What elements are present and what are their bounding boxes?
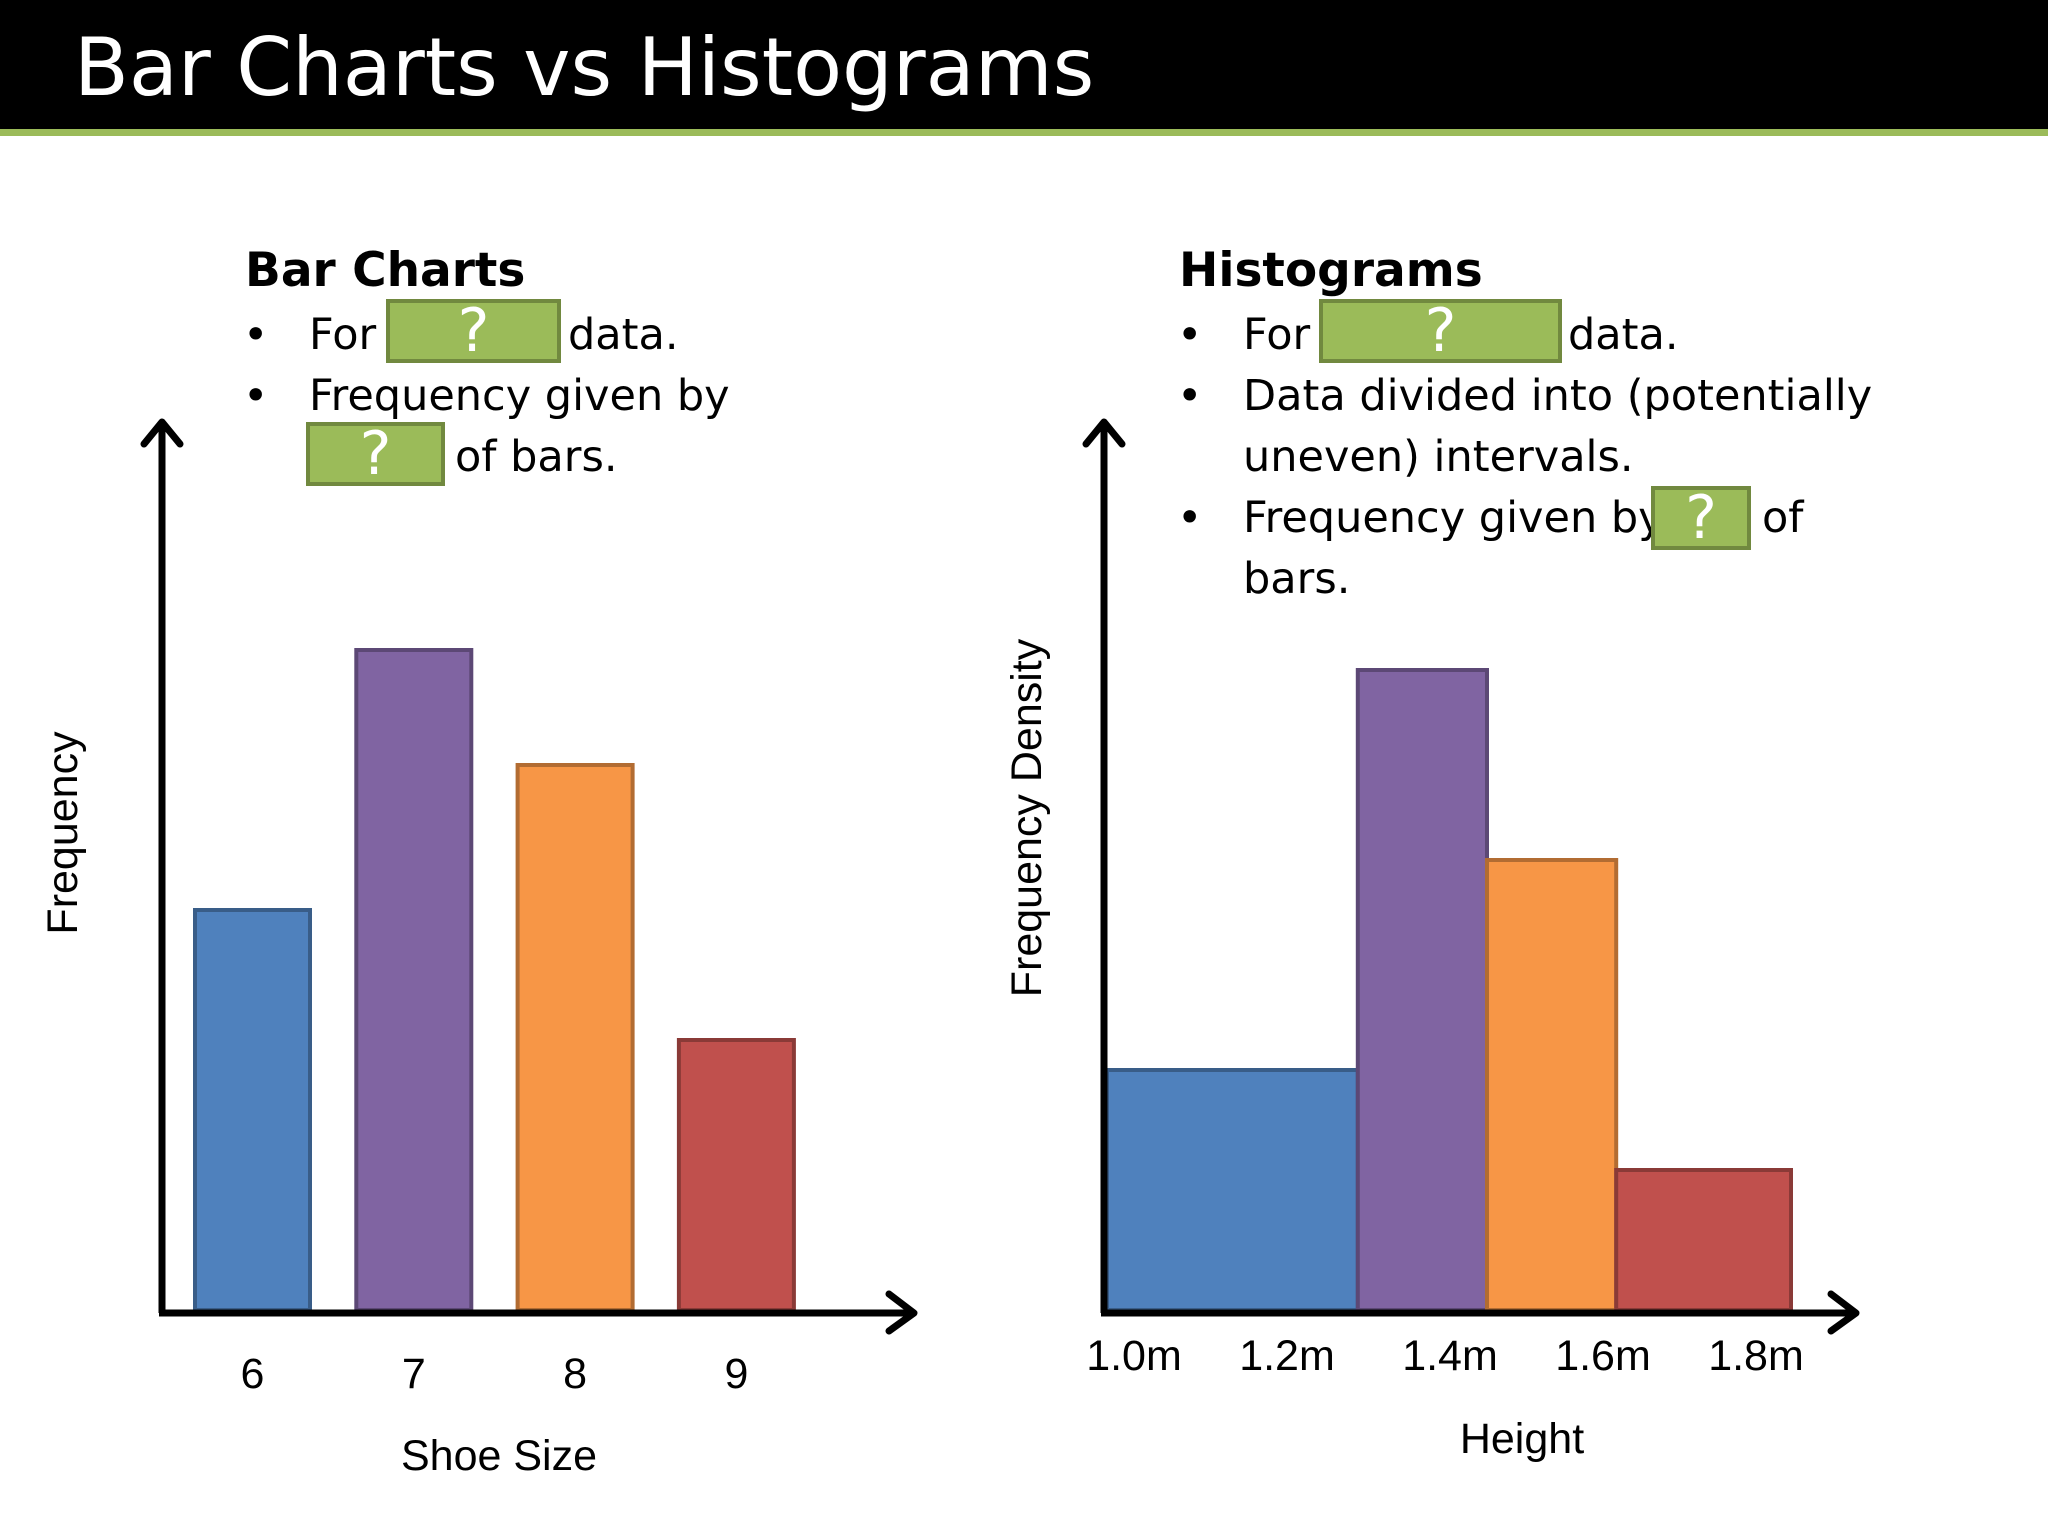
x-tick-label: 1.0m (1086, 1332, 1182, 1380)
x-axis-arrowhead (1827, 1290, 1860, 1335)
x-axis-arrowhead (885, 1290, 918, 1335)
title-bar: Bar Charts vs Histograms (0, 0, 2048, 129)
x-tick-label: 1.4m (1402, 1332, 1498, 1380)
hist-bullet3-prefix: Frequency given by (1243, 493, 1664, 543)
histogram-bar (1105, 1068, 1360, 1312)
bar-charts-heading: Bar Charts (245, 243, 526, 298)
x-tick-label: 7 (402, 1350, 426, 1398)
histogram-bar (1485, 858, 1619, 1312)
x-axis-label: Shoe Size (401, 1432, 597, 1480)
y-axis-label: Frequency (39, 731, 87, 935)
bullet-dot: • (243, 371, 269, 421)
y-axis-label: Frequency Density (1003, 638, 1051, 997)
histograms-heading: Histograms (1179, 243, 1483, 298)
hist-frequency-placeholder[interactable]: ? (1651, 486, 1751, 550)
hist-bullet2-line1: Data divided into (potentially (1243, 371, 1873, 421)
bar-bullet2-suffix: of bars. (455, 432, 618, 482)
hist-bullet3-line2: bars. (1243, 554, 1351, 604)
bar-chart: 6 7 8 9 Shoe Size Frequency (39, 418, 918, 1480)
bar-8 (515, 763, 635, 1312)
title-underline (0, 129, 2048, 136)
bar-frequency-placeholder[interactable]: ? (306, 422, 445, 486)
x-tick-label: 8 (563, 1350, 587, 1398)
x-tick-label: 1.6m (1555, 1332, 1651, 1380)
bar-bullet1-prefix: For (309, 310, 377, 360)
histogram-bar (1614, 1168, 1793, 1312)
hist-bullet1-suffix: data. (1568, 310, 1679, 360)
bullet-dot: • (1177, 493, 1203, 543)
bar-9 (676, 1038, 796, 1312)
x-axis-label: Height (1460, 1415, 1584, 1463)
bar-7 (354, 648, 474, 1312)
y-axis-arrowhead (1082, 418, 1126, 448)
bullet-dot: • (1177, 310, 1203, 360)
histogram-chart: 1.0m 1.2m 1.4m 1.6m 1.8m Height Frequency De… (1003, 418, 1860, 1463)
bar-bullet2-line1: Frequency given by (309, 371, 730, 421)
slide-title: Bar Charts vs Histograms (74, 21, 1095, 114)
bar-data-type-placeholder[interactable]: ? (386, 299, 561, 363)
x-tick-label: 1.8m (1708, 1332, 1804, 1380)
hist-bullet3-suffix: of (1762, 493, 1804, 543)
bullet-dot: • (243, 310, 269, 360)
y-axis-arrowhead (140, 418, 184, 448)
hist-bullet1-prefix: For (1243, 310, 1311, 360)
hist-data-type-placeholder[interactable]: ? (1319, 299, 1562, 363)
x-tick-label: 9 (724, 1350, 748, 1398)
hist-bullet2-line2: uneven) intervals. (1243, 432, 1634, 482)
x-tick-label: 6 (241, 1350, 265, 1398)
x-tick-label: 1.2m (1239, 1332, 1335, 1380)
bullet-dot: • (1177, 371, 1203, 421)
histogram-bar (1355, 668, 1490, 1312)
bar-bullet1-suffix: data. (568, 310, 679, 360)
bar-6 (193, 908, 312, 1312)
